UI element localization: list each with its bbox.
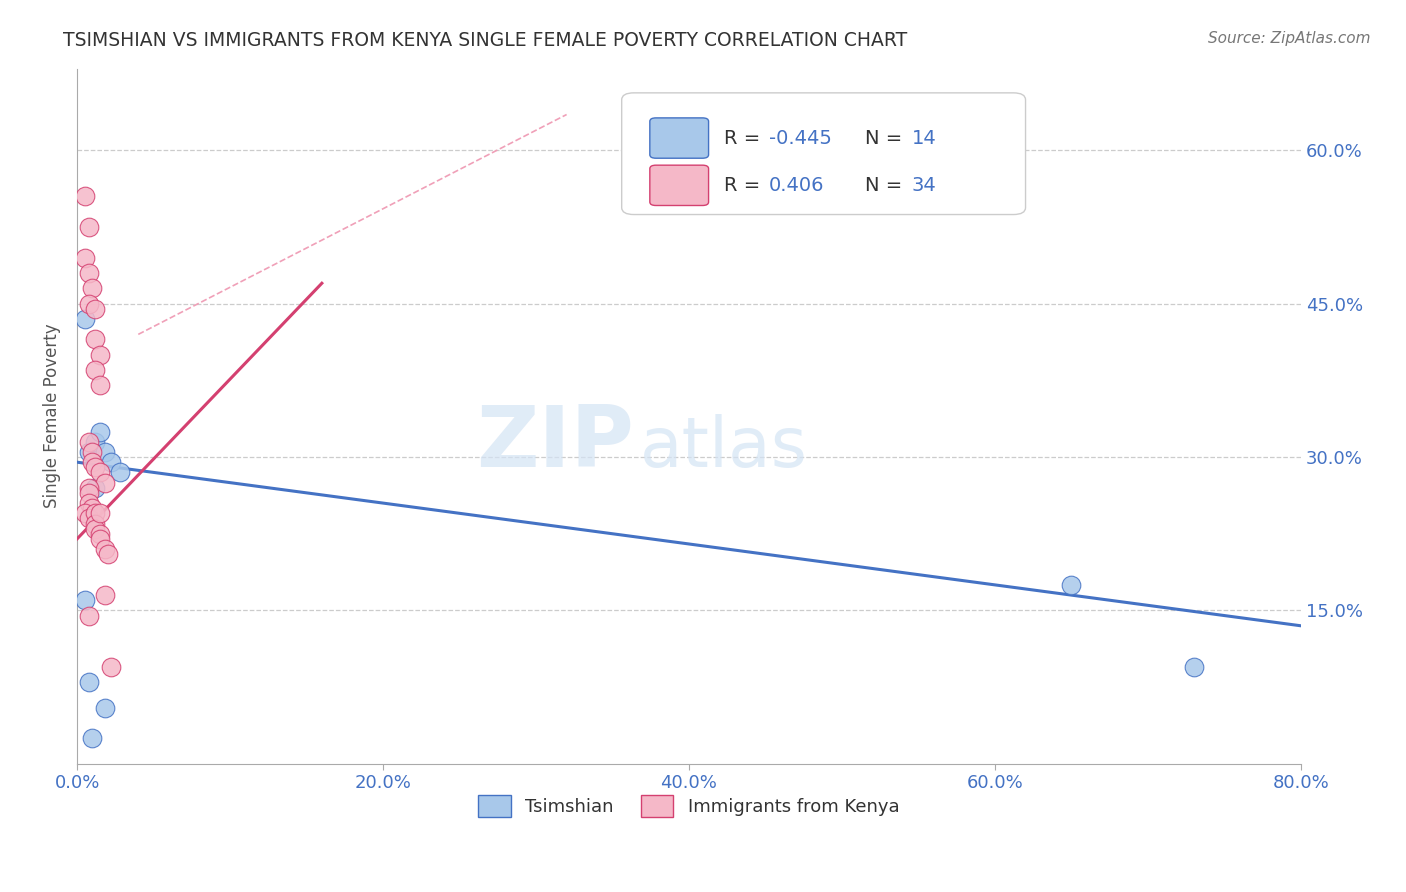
Point [100,659,122,673]
Point [84,301,107,316]
FancyBboxPatch shape [650,165,709,205]
Point [84,481,107,495]
Point [89,378,111,392]
Point [1060,578,1083,592]
Legend: Tsimshian, Immigrants from Kenya: Tsimshian, Immigrants from Kenya [471,788,907,824]
Point [84,522,107,536]
Point [82,731,104,746]
Text: ZIP: ZIP [477,402,634,485]
Point [108,466,131,480]
Text: N =: N = [865,128,908,147]
Point [100,455,122,469]
Point [89,526,111,541]
Point [89,466,111,480]
Y-axis label: Single Female Poverty: Single Female Poverty [44,324,60,508]
Point [73,593,96,607]
Point [79,434,101,449]
Text: TSIMSHIAN VS IMMIGRANTS FROM KENYA SINGLE FEMALE POVERTY CORRELATION CHART: TSIMSHIAN VS IMMIGRANTS FROM KENYA SINGL… [63,31,907,50]
Point [82,501,104,516]
Point [79,675,101,690]
Point [84,363,107,377]
Point [79,511,101,525]
Point [79,486,101,500]
Point [1182,659,1205,673]
Point [89,425,111,439]
Text: -0.445: -0.445 [769,128,831,147]
Text: R =: R = [724,176,773,194]
Point [89,506,111,520]
Point [73,189,96,203]
Text: Source: ZipAtlas.com: Source: ZipAtlas.com [1208,31,1371,46]
Text: 14: 14 [911,128,936,147]
Point [84,333,107,347]
Point [79,496,101,510]
Text: 0.406: 0.406 [769,176,824,194]
Point [89,532,111,546]
Point [84,460,107,475]
Point [93,475,115,490]
Point [82,281,104,295]
Point [82,445,104,459]
Point [93,588,115,602]
Point [73,506,96,520]
Point [73,312,96,326]
FancyBboxPatch shape [621,93,1025,215]
Point [73,251,96,265]
Text: N =: N = [865,176,908,194]
FancyBboxPatch shape [650,118,709,158]
Text: atlas: atlas [640,414,808,481]
Point [79,445,101,459]
Point [84,516,107,531]
Point [79,266,101,280]
Point [79,608,101,623]
Text: R =: R = [724,128,768,147]
Point [82,455,104,469]
Point [84,434,107,449]
Point [84,506,107,520]
Point [79,219,101,234]
Point [93,542,115,557]
Point [79,481,101,495]
Point [97,547,120,561]
Point [93,700,115,714]
Text: 34: 34 [911,176,936,194]
Point [89,348,111,362]
Point [93,445,115,459]
Point [79,296,101,310]
